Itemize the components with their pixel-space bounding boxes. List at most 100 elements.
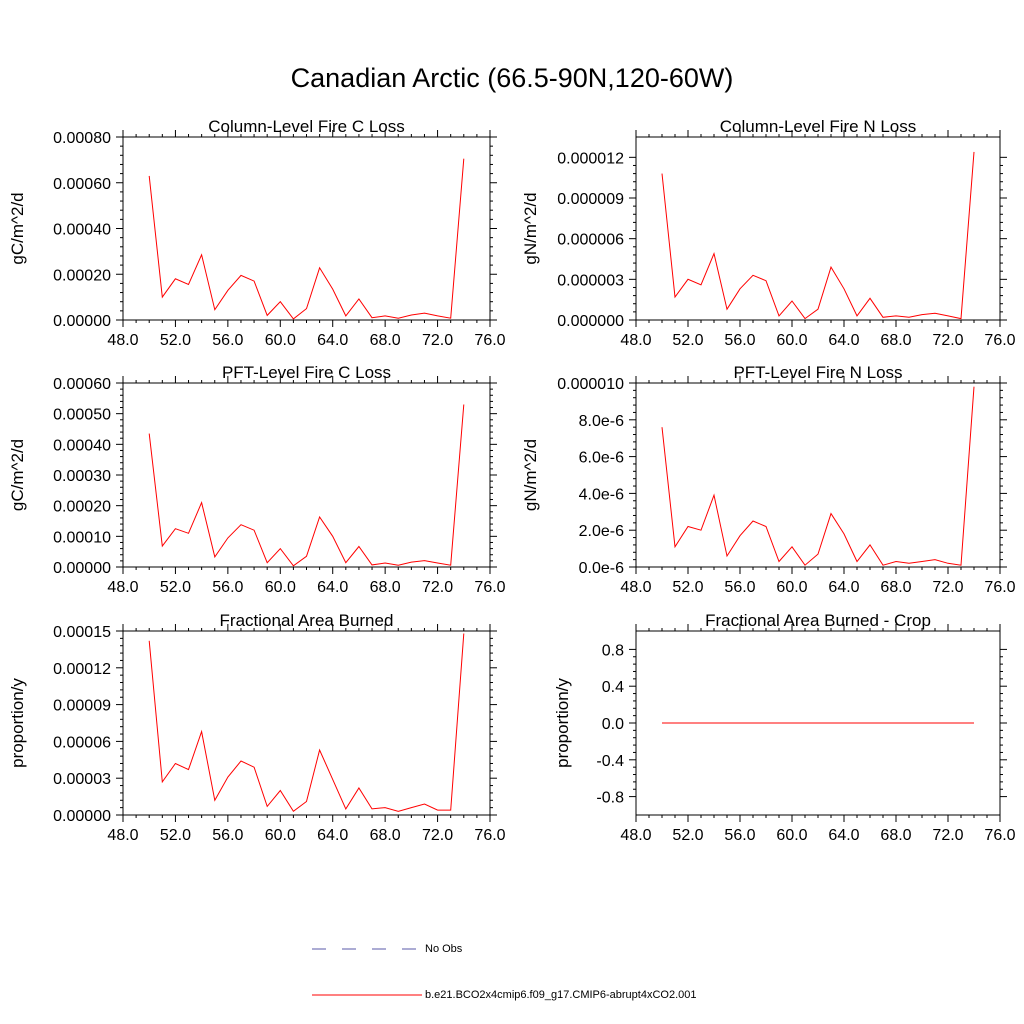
y-tick-label: 0.00050	[53, 407, 111, 424]
x-tick-label: 64.0	[317, 579, 348, 596]
y-axis-label: gN/m^2/d	[521, 439, 540, 511]
y-tick-label: 8.0e-6	[579, 413, 624, 430]
x-tick-label: 60.0	[265, 827, 296, 844]
x-tick-label: 60.0	[776, 827, 807, 844]
x-tick-label: 68.0	[370, 579, 401, 596]
x-tick-label: 76.0	[984, 579, 1015, 596]
x-tick-label: 48.0	[107, 827, 138, 844]
legend-swatch-dashed	[312, 948, 422, 950]
x-tick-label: 64.0	[828, 332, 859, 349]
y-tick-label: 2.0e-6	[579, 523, 624, 540]
y-tick-label: 0.00010	[53, 529, 111, 546]
x-tick-label: 56.0	[212, 579, 243, 596]
y-tick-label: 0.000006	[557, 232, 624, 249]
x-tick-label: 48.0	[107, 332, 138, 349]
panel-title: Column-Level Fire C Loss	[208, 117, 405, 136]
y-tick-label: 0.00003	[53, 771, 111, 788]
chart-panel-2: Column-Level Fire N Loss 48.0 52.0 56.0 60.0…	[521, 117, 1016, 349]
x-tick-label: 76.0	[474, 579, 505, 596]
plot-frame	[122, 136, 491, 321]
legend-item-model: b.e21.BCO2x4cmip6.f09_g17.CMIP6-abrupt4x…	[312, 987, 697, 1003]
y-tick-label: 0.00015	[53, 624, 111, 641]
chart-panel-1: Column-Level Fire C Loss 48.0 52.0 56.0 60.0…	[8, 117, 506, 349]
y-tick-label: 0.000009	[557, 191, 624, 208]
y-tick-label: 4.0e-6	[579, 486, 624, 503]
x-tick-label: 72.0	[932, 579, 963, 596]
y-tick-label: 0.000000	[557, 313, 624, 330]
x-tick-label: 68.0	[880, 332, 911, 349]
plot-frame	[122, 630, 491, 816]
x-tick-label: 68.0	[880, 827, 911, 844]
y-tick-label: 0.000010	[557, 376, 624, 393]
legend-label-model: b.e21.BCO2x4cmip6.f09_g17.CMIP6-abrupt4x…	[425, 989, 697, 1001]
y-tick-label: 0.00000	[53, 313, 111, 330]
y-axis-label: gC/m^2/d	[8, 192, 27, 264]
plot-frame	[122, 382, 491, 568]
y-tick-label: 0.00080	[53, 130, 111, 147]
x-tick-label: 64.0	[317, 332, 348, 349]
y-tick-label: 0.00000	[53, 808, 111, 825]
legend-item-obs: No Obs	[312, 941, 462, 957]
series-line-model	[661, 386, 975, 566]
x-tick-label: 76.0	[984, 827, 1015, 844]
x-tick-label: 68.0	[880, 579, 911, 596]
page-title: Canadian Arctic (66.5-90N,120-60W)	[290, 63, 734, 93]
x-tick-label: 60.0	[265, 332, 296, 349]
panel-title: PFT-Level Fire N Loss	[733, 363, 902, 382]
chart-panel-3: PFT-Level Fire C Loss 48.0 52.0 56.0 60.0 64.…	[8, 363, 506, 596]
legend-swatch-solid	[312, 994, 422, 996]
x-tick-label: 72.0	[932, 332, 963, 349]
panel-title: Fractional Area Burned	[220, 611, 394, 630]
x-tick-label: 72.0	[422, 579, 453, 596]
chart-panel-4: PFT-Level Fire N Loss 48.0 52.0 56.0 60.0 64.…	[521, 363, 1016, 596]
panel-title: PFT-Level Fire C Loss	[222, 363, 391, 382]
plot-frame	[635, 136, 1001, 321]
y-tick-label: 0.00006	[53, 734, 111, 751]
y-tick-label: 0.00020	[53, 499, 111, 516]
x-tick-label: 72.0	[932, 827, 963, 844]
x-tick-label: 72.0	[422, 827, 453, 844]
y-tick-label: 0.00009	[53, 698, 111, 715]
x-tick-label: 64.0	[828, 579, 859, 596]
legend-label-obs: No Obs	[425, 943, 463, 955]
x-tick-label: 52.0	[160, 827, 191, 844]
x-tick-label: 68.0	[370, 827, 401, 844]
y-tick-label: 0.00060	[53, 176, 111, 193]
x-tick-label: 72.0	[422, 332, 453, 349]
y-axis-label: proportion/y	[8, 678, 27, 768]
y-tick-label: 0.00030	[53, 468, 111, 485]
x-tick-label: 60.0	[776, 332, 807, 349]
y-tick-label: 0.00040	[53, 437, 111, 454]
y-tick-label: 0.00060	[53, 376, 111, 393]
y-tick-label: 0.0	[602, 716, 624, 733]
panel-title: Fractional Area Burned - Crop	[705, 611, 931, 630]
series-line-model	[148, 158, 465, 320]
x-tick-label: 52.0	[672, 579, 703, 596]
panel-title: Column-Level Fire N Loss	[720, 117, 917, 136]
x-tick-label: 48.0	[107, 579, 138, 596]
x-tick-label: 56.0	[212, 827, 243, 844]
x-tick-label: 56.0	[212, 332, 243, 349]
x-tick-label: 68.0	[370, 332, 401, 349]
y-tick-label: 0.8	[602, 642, 624, 659]
chart-panel-6: Fractional Area Burned - Crop 48.0 52.0 56.…	[553, 611, 1016, 844]
x-tick-label: 76.0	[474, 827, 505, 844]
x-tick-label: 48.0	[620, 827, 651, 844]
y-tick-label: 0.0e-6	[579, 560, 624, 577]
x-tick-label: 60.0	[265, 579, 296, 596]
y-tick-label: 6.0e-6	[579, 450, 624, 467]
x-tick-label: 52.0	[672, 827, 703, 844]
x-tick-label: 64.0	[828, 827, 859, 844]
plot-frame	[635, 382, 1001, 568]
x-tick-label: 56.0	[724, 579, 755, 596]
y-tick-label: 0.00000	[53, 560, 111, 577]
x-tick-label: 76.0	[984, 332, 1015, 349]
x-tick-label: 52.0	[160, 332, 191, 349]
y-tick-label: 0.000012	[557, 150, 624, 167]
x-tick-label: 60.0	[776, 579, 807, 596]
x-tick-label: 52.0	[160, 579, 191, 596]
y-tick-label: 0.00012	[53, 661, 111, 678]
y-axis-label: gC/m^2/d	[8, 439, 27, 511]
y-tick-label: -0.4	[596, 753, 624, 770]
